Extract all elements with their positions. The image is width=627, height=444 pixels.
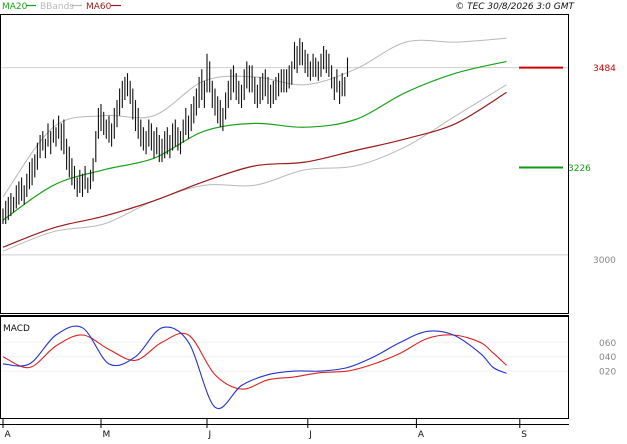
legend-ma60: MA60 xyxy=(86,2,112,12)
price-levels: 3484 3226 xyxy=(519,64,616,174)
price-y-tick-label: 3000 xyxy=(593,256,616,266)
ma20-line xyxy=(2,60,507,221)
x-tick-label: A xyxy=(5,430,12,440)
price-bars xyxy=(2,38,349,224)
bbands-upper-line xyxy=(2,37,507,198)
legend-ma20: MA20 xyxy=(2,2,28,12)
price-grid xyxy=(1,67,568,256)
bollinger-bands xyxy=(2,37,507,252)
macd-line xyxy=(2,325,507,410)
x-tick-label: A xyxy=(418,430,425,440)
resistance-label: 3484 xyxy=(593,64,616,74)
x-tick-label: J xyxy=(208,430,212,440)
support-label: 3226 xyxy=(568,164,591,174)
copyright-label: © TEC 30/8/2026 3:0 GMT xyxy=(455,2,575,12)
macd-y-tick-label: 020 xyxy=(599,368,616,378)
macd-lines xyxy=(2,325,507,410)
macd-y-tick-label: 040 xyxy=(599,353,616,363)
y-axis-ticks: 3000 xyxy=(593,256,616,266)
x-tick-label: J xyxy=(308,430,312,440)
moving-averages xyxy=(2,60,507,248)
legend-bbands: BBands xyxy=(40,2,74,12)
macd-panel-frame xyxy=(0,316,569,419)
macd-title: MACD xyxy=(3,324,30,334)
bbands-lower-line xyxy=(2,84,507,252)
ma60-line xyxy=(2,91,507,248)
price-panel-frame xyxy=(0,14,569,314)
macd-grid: 060 040 020 xyxy=(1,339,616,378)
x-tick-label: M xyxy=(103,430,111,440)
macd-y-tick-label: 060 xyxy=(599,339,616,349)
x-tick-label: S xyxy=(521,430,527,440)
